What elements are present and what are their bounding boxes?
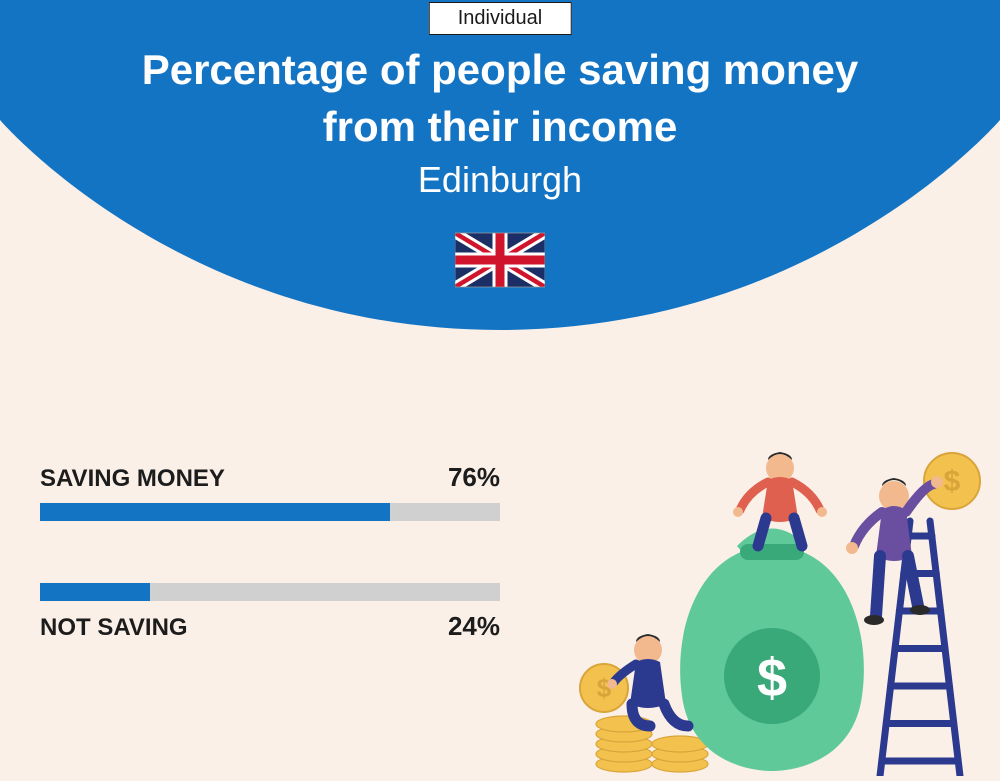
svg-text:$: $ [757,648,787,708]
savings-illustration: $ $ $ [562,426,982,776]
title-block: Percentage of people saving money from t… [0,42,1000,201]
bar-label: NOT SAVING [40,614,188,642]
bar-label: SAVING MONEY [40,465,225,493]
bar-track [40,503,500,521]
bar-track [40,583,500,601]
title-line1: Percentage of people saving money [142,46,859,93]
bar-percentage: 76% [448,462,500,493]
bars-section: SAVING MONEY 76% NOT SAVING 24% [40,462,500,704]
category-badge: Individual [429,2,572,35]
main-title: Percentage of people saving money from t… [0,42,1000,155]
bar-fill [40,503,390,521]
title-line2: from their income [323,103,678,150]
bar-head: SAVING MONEY 76% [40,462,500,493]
uk-flag-icon [455,232,545,293]
svg-text:$: $ [944,465,961,498]
bar-head: NOT SAVING 24% [40,611,500,642]
bar-percentage: 24% [448,611,500,642]
bar-item: SAVING MONEY 76% [40,462,500,521]
bar-item: NOT SAVING 24% [40,583,500,642]
subtitle: Edinburgh [0,159,1000,201]
category-badge-label: Individual [458,7,543,29]
bar-fill [40,583,150,601]
